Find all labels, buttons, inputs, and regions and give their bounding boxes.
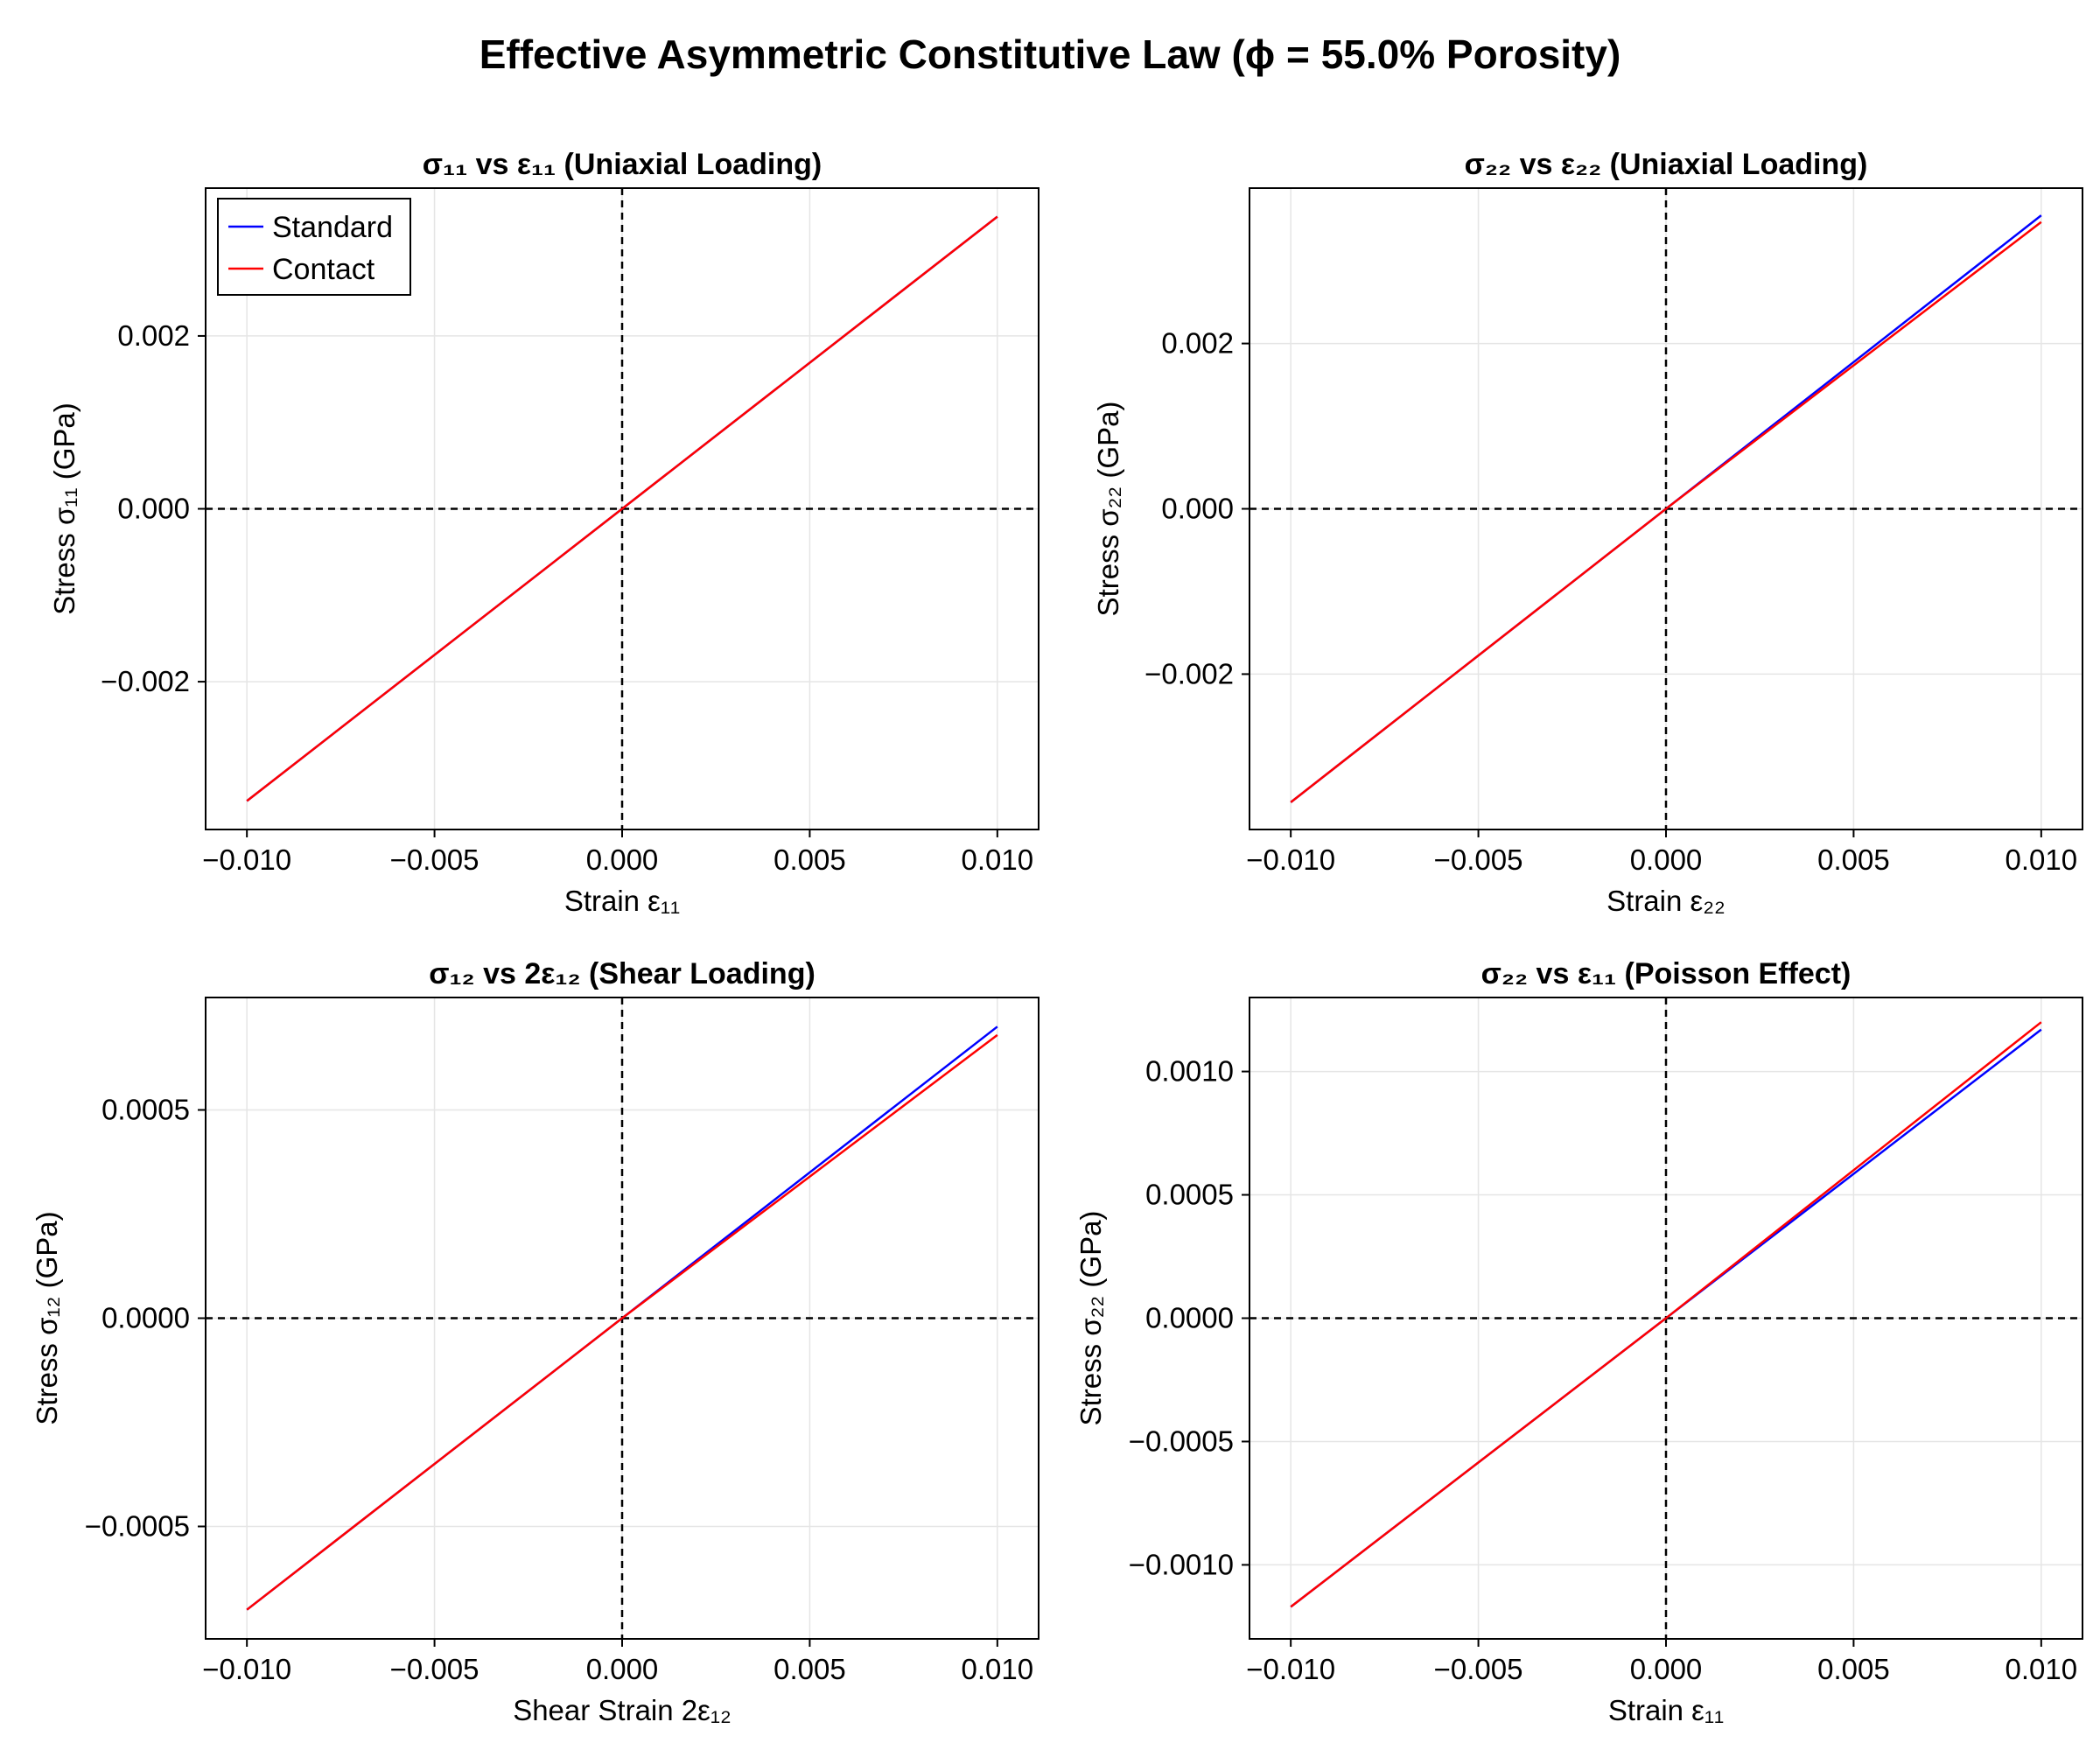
y-tick-label: 0.0005 (1145, 1179, 1234, 1211)
y-tick-label: 0.0010 (1145, 1055, 1234, 1088)
y-tick-label: −0.002 (101, 665, 190, 697)
chart-panel-1: −0.010 −0.005 0.000 0.005 0.010 −0.002 0.000 0.… (48, 148, 1040, 917)
x-tick-label: 0.010 (2006, 844, 2078, 876)
y-tick-label: 0.000 (1161, 493, 1234, 525)
x-tick-label: 0.000 (1630, 844, 1703, 876)
y-axis-label: Stress σ₂₂ (GPa) (1074, 1211, 1107, 1426)
y-tick-label: −0.0010 (1129, 1548, 1234, 1580)
panel-title: σ₂₂ vs ε₁₁ (Poisson Effect) (1481, 957, 1852, 990)
x-tick-label: 0.000 (1630, 1653, 1703, 1685)
x-tick-label: −0.010 (202, 844, 291, 876)
x-tick-label: −0.010 (1246, 1653, 1335, 1685)
x-tick-label: 0.005 (774, 844, 846, 876)
panel-title: σ₂₂ vs ε₂₂ (Uniaxial Loading) (1465, 148, 1868, 181)
x-tick-label: 0.005 (1817, 1653, 1890, 1685)
x-tick-label: −0.005 (1434, 844, 1523, 876)
chart-panel-2: −0.010 −0.005 0.000 0.005 0.010 −0.002 0.000 0.… (1092, 148, 2083, 917)
series-line-contact (246, 215, 998, 802)
x-tick-label: 0.005 (1817, 844, 1890, 876)
legend-label-contact: Contact (272, 253, 375, 286)
x-tick-label: 0.010 (962, 1653, 1034, 1685)
x-axis-label: Strain ε₂₂ (1606, 885, 1726, 917)
chart-panel-3: −0.010 −0.005 0.000 0.005 0.010 −0.0005 0.0000… (31, 957, 1040, 1726)
x-tick-label: −0.005 (390, 844, 480, 876)
y-tick-label: 0.0005 (102, 1094, 190, 1126)
y-axis-label: Stress σ₁₂ (GPa) (31, 1211, 63, 1424)
panel-title: σ₁₂ vs 2ε₁₂ (Shear Loading) (429, 957, 816, 990)
x-tick-label: 0.000 (586, 844, 659, 876)
x-tick-label: −0.010 (202, 1653, 291, 1685)
figure-title: Effective Asymmetric Constitutive Law (ϕ… (480, 32, 1621, 77)
legend: Standard Contact (217, 198, 411, 296)
legend-label-standard: Standard (272, 211, 393, 244)
y-tick-label: 0.000 (117, 493, 190, 525)
y-tick-label: 0.002 (117, 319, 190, 352)
x-axis-label: Strain ε₁₁ (564, 885, 680, 917)
x-tick-label: 0.000 (586, 1653, 659, 1685)
x-axis-label: Shear Strain 2ε₁₂ (513, 1694, 732, 1726)
panel-title: σ₁₁ vs ε₁₁ (Uniaxial Loading) (423, 148, 822, 181)
y-tick-label: 0.002 (1161, 327, 1234, 360)
chart-panel-4: −0.010 −0.005 0.000 0.005 0.010 −0.0010 −0.000… (1074, 957, 2083, 1726)
x-axis-label: Strain ε₁₁ (1608, 1694, 1724, 1726)
series-line-contact (246, 1033, 998, 1611)
y-tick-label: 0.0000 (1145, 1302, 1234, 1334)
x-tick-label: −0.005 (1434, 1653, 1523, 1685)
x-tick-label: 0.010 (962, 844, 1034, 876)
x-tick-label: 0.010 (2006, 1653, 2078, 1685)
y-axis-label: Stress σ₁₁ (GPa) (48, 402, 80, 615)
y-tick-label: −0.002 (1144, 657, 1234, 690)
series-line-contact (1290, 1021, 2042, 1608)
y-tick-label: −0.0005 (85, 1509, 190, 1542)
y-axis-label: Stress σ₂₂ (GPa) (1092, 402, 1124, 617)
series-line-contact (1290, 220, 2042, 803)
x-tick-label: −0.010 (1246, 844, 1335, 876)
x-tick-label: −0.005 (390, 1653, 480, 1685)
legend-box (217, 198, 411, 296)
y-tick-label: 0.0000 (102, 1302, 190, 1334)
y-tick-label: −0.0005 (1129, 1424, 1234, 1457)
x-tick-label: 0.005 (774, 1653, 846, 1685)
